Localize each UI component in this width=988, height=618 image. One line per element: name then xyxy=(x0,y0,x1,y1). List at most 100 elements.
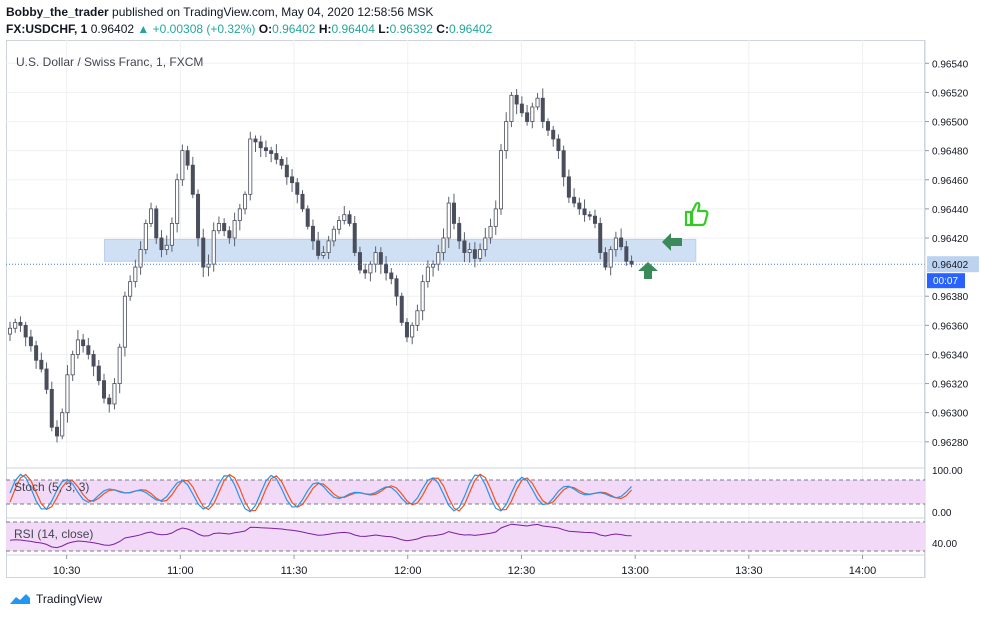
candle-body xyxy=(55,426,60,437)
arrow-up-icon xyxy=(638,262,658,279)
candle-body xyxy=(175,179,180,224)
candle-body xyxy=(404,322,409,338)
price-tick-label: 0.96500 xyxy=(932,118,969,129)
time-tick-label: 13:00 xyxy=(621,565,649,577)
candle-body xyxy=(493,208,498,227)
candle-body xyxy=(592,215,597,224)
price-tick-label: 0.96340 xyxy=(932,350,969,361)
candle-body xyxy=(415,310,420,326)
candle-body xyxy=(159,237,164,251)
price-tick-label: 0.96480 xyxy=(932,147,969,158)
candle-body xyxy=(436,252,441,265)
candle-body xyxy=(274,153,279,160)
candle-body xyxy=(279,158,284,166)
price-tick-label: 0.96320 xyxy=(932,380,969,391)
candle-body xyxy=(81,339,86,347)
candle-body xyxy=(399,295,404,323)
candle-body xyxy=(478,249,483,259)
support-resistance-zone[interactable] xyxy=(104,238,697,262)
candle-body xyxy=(540,97,545,122)
rsi-label: RSI (14, close) xyxy=(14,527,93,541)
candle-body xyxy=(65,374,70,414)
candle-body xyxy=(49,388,54,428)
candle-body xyxy=(587,214,592,217)
low-label: L: xyxy=(378,22,390,36)
last-price-badge xyxy=(927,256,979,273)
candle-body xyxy=(107,397,112,405)
candle-body xyxy=(96,365,101,382)
candle-body xyxy=(216,223,221,232)
candle-body xyxy=(619,237,624,248)
candle-body xyxy=(425,266,430,283)
candle-body xyxy=(613,237,618,251)
stoch-k-line xyxy=(9,473,632,513)
candle-body xyxy=(566,176,571,198)
candle-body xyxy=(519,103,524,114)
rsi-level-label: 40.00 xyxy=(932,539,957,550)
candle-body xyxy=(60,412,65,437)
candle-body xyxy=(389,272,394,280)
candle-body xyxy=(410,324,415,338)
candle-body xyxy=(441,237,446,253)
candle-body xyxy=(164,244,169,251)
candle-body xyxy=(483,237,488,251)
candle-body xyxy=(462,240,467,253)
candle-body xyxy=(530,106,535,122)
candle-body xyxy=(561,150,566,178)
candle-body xyxy=(258,141,263,149)
arrow-left-icon xyxy=(662,233,682,251)
candle-body xyxy=(535,97,540,108)
time-tick-label: 13:30 xyxy=(735,565,763,577)
price-tick-label: 0.96460 xyxy=(932,176,969,187)
candle-body xyxy=(316,240,321,256)
candle-body xyxy=(577,202,582,210)
candle-body xyxy=(378,252,383,265)
candle-body xyxy=(295,182,300,195)
candle-body xyxy=(211,230,216,265)
rsi-band xyxy=(6,522,925,551)
candle-body xyxy=(451,202,456,224)
price-tick-label: 0.96360 xyxy=(932,321,969,332)
price-tick-label: 0.96420 xyxy=(932,234,969,245)
candle-body xyxy=(457,223,462,242)
time-tick-label: 14:00 xyxy=(849,565,877,577)
price-tick-label: 0.96300 xyxy=(932,409,969,420)
candle-body xyxy=(504,121,509,152)
time-tick-label: 11:00 xyxy=(167,565,194,577)
candle-body xyxy=(154,208,159,239)
candle-body xyxy=(467,249,472,253)
open-label: O: xyxy=(258,22,273,36)
candle-body xyxy=(185,150,190,166)
candle-body xyxy=(75,339,80,355)
candle-body xyxy=(373,252,378,265)
candle-body xyxy=(284,164,289,178)
time-tick-label: 10:30 xyxy=(53,565,81,577)
candle-body xyxy=(305,208,310,227)
arrow-left-shape xyxy=(662,233,682,251)
author-name[interactable]: Bobby_the_trader xyxy=(6,5,109,19)
candle-body xyxy=(263,147,268,152)
candle-body xyxy=(102,380,107,399)
published-info: published on TradingView.com, May 04, 20… xyxy=(112,5,434,19)
candle-body xyxy=(509,94,514,122)
candle-body xyxy=(112,383,117,405)
candle-body xyxy=(133,266,138,283)
candle-body xyxy=(23,324,28,338)
tradingview-logo[interactable]: TradingView xyxy=(8,592,102,606)
candle-body xyxy=(143,223,148,251)
candle-body xyxy=(237,208,242,221)
countdown-label: 00:07 xyxy=(933,276,958,287)
candle-body xyxy=(514,94,519,105)
open-value: 0.96402 xyxy=(272,22,316,36)
thumbs-up-icon xyxy=(684,201,709,227)
candle-body xyxy=(384,263,389,274)
brand-name: TradingView xyxy=(36,592,103,606)
time-tick-label: 11:30 xyxy=(281,565,308,577)
candle-body xyxy=(624,246,629,262)
candle-body xyxy=(572,196,577,204)
stoch-label: Stoch (5, 3, 3) xyxy=(14,480,89,494)
candle-body xyxy=(582,208,587,216)
chart-title: U.S. Dollar / Swiss Franc, 1, FXCM xyxy=(16,55,203,69)
stoch-level-label: 100.00 xyxy=(932,466,963,477)
